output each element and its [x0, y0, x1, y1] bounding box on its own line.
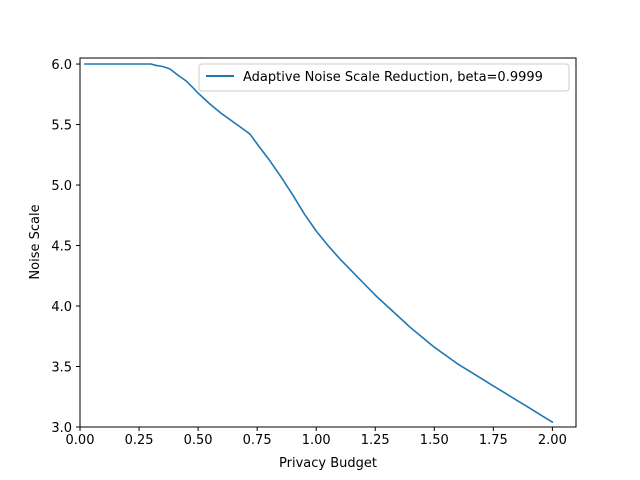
- y-tick-label: 3.0: [51, 421, 72, 436]
- x-tick-label: 0.25: [125, 433, 154, 448]
- axes-frame: [79, 57, 577, 428]
- legend: Adaptive Noise Scale Reduction, beta=0.9…: [198, 63, 570, 92]
- y-tick-label: 3.5: [51, 361, 72, 376]
- y-tick-label: 5.0: [51, 179, 72, 194]
- plot-area: [80, 58, 576, 427]
- x-tick-label: 2.00: [538, 433, 567, 448]
- x-tick-label: 0.00: [66, 433, 95, 448]
- y-tick-label: 6.0: [51, 58, 72, 73]
- series-layer: [83, 63, 554, 424]
- x-axis-ticks: 0.00 0.25 0.50 0.75 1.00 1.25 1.50 1.75 2.00: [66, 427, 567, 448]
- series-line-0: [83, 63, 554, 424]
- x-tick-label: 1.25: [361, 433, 390, 448]
- legend-entry-label: Adaptive Noise Scale Reduction, beta=0.9…: [243, 70, 543, 85]
- x-tick-label: 0.50: [184, 433, 213, 448]
- y-tick-label: 4.5: [51, 240, 72, 255]
- x-tick-label: 1.75: [479, 433, 508, 448]
- x-axis-label: Privacy Budget: [279, 456, 377, 471]
- y-axis-ticks: 3.0 3.5 4.0 4.5 5.0 5.5 6.0: [51, 58, 80, 436]
- x-tick-label: 1.50: [420, 433, 449, 448]
- x-tick-label: 0.75: [243, 433, 272, 448]
- x-tick-label: 1.00: [302, 433, 331, 448]
- legend-box: [198, 63, 570, 92]
- y-tick-label: 4.0: [51, 300, 72, 315]
- y-tick-label: 5.5: [51, 119, 72, 134]
- y-axis-label: Noise Scale: [28, 204, 43, 279]
